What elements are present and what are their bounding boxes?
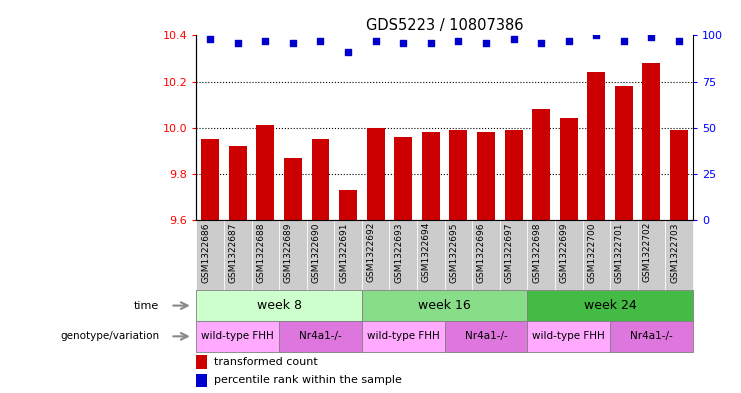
FancyBboxPatch shape — [610, 321, 693, 352]
Text: week 8: week 8 — [256, 299, 302, 312]
Bar — [422, 132, 439, 220]
Point — [287, 40, 299, 46]
Text: wild-type FHH: wild-type FHH — [367, 331, 439, 342]
FancyBboxPatch shape — [445, 220, 472, 290]
FancyBboxPatch shape — [638, 220, 665, 290]
Text: wild-type FHH: wild-type FHH — [202, 331, 274, 342]
Text: transformed count: transformed count — [213, 357, 317, 367]
Bar — [311, 139, 330, 220]
Text: percentile rank within the sample: percentile rank within the sample — [213, 375, 402, 386]
Point — [425, 40, 436, 46]
Point — [645, 34, 657, 40]
FancyBboxPatch shape — [251, 220, 279, 290]
Bar — [196, 355, 207, 369]
FancyBboxPatch shape — [196, 220, 224, 290]
Bar — [559, 118, 578, 220]
FancyBboxPatch shape — [224, 220, 251, 290]
FancyBboxPatch shape — [528, 321, 610, 352]
Bar — [256, 125, 274, 220]
FancyBboxPatch shape — [499, 220, 528, 290]
Text: genotype/variation: genotype/variation — [60, 331, 159, 342]
Point — [673, 38, 685, 44]
Text: GSM1322692: GSM1322692 — [367, 222, 376, 283]
Text: GSM1322694: GSM1322694 — [422, 222, 431, 283]
Text: GSM1322693: GSM1322693 — [394, 222, 403, 283]
Bar — [642, 63, 660, 220]
FancyBboxPatch shape — [665, 220, 693, 290]
FancyBboxPatch shape — [334, 220, 362, 290]
Point — [342, 49, 354, 55]
Bar — [367, 128, 385, 220]
FancyBboxPatch shape — [307, 220, 334, 290]
Text: wild-type FHH: wild-type FHH — [532, 331, 605, 342]
Text: GSM1322697: GSM1322697 — [505, 222, 514, 283]
FancyBboxPatch shape — [472, 220, 499, 290]
Point — [508, 36, 519, 42]
FancyBboxPatch shape — [390, 220, 417, 290]
Text: Nr4a1-/-: Nr4a1-/- — [465, 331, 508, 342]
FancyBboxPatch shape — [196, 290, 362, 321]
Bar — [202, 139, 219, 220]
Point — [563, 38, 575, 44]
Point — [205, 36, 216, 42]
Text: GSM1322698: GSM1322698 — [532, 222, 541, 283]
Text: GSM1322687: GSM1322687 — [229, 222, 238, 283]
Text: time: time — [134, 301, 159, 310]
Text: GSM1322701: GSM1322701 — [615, 222, 624, 283]
Point — [259, 38, 271, 44]
Text: GSM1322691: GSM1322691 — [339, 222, 348, 283]
FancyBboxPatch shape — [445, 321, 528, 352]
FancyBboxPatch shape — [279, 220, 307, 290]
Point — [618, 38, 630, 44]
Point — [397, 40, 409, 46]
FancyBboxPatch shape — [279, 321, 362, 352]
FancyBboxPatch shape — [528, 220, 555, 290]
Bar — [532, 109, 550, 220]
FancyBboxPatch shape — [362, 290, 528, 321]
Text: GSM1322686: GSM1322686 — [201, 222, 210, 283]
Bar — [505, 130, 522, 220]
Text: GSM1322699: GSM1322699 — [559, 222, 569, 283]
Text: week 16: week 16 — [418, 299, 471, 312]
Text: Nr4a1-/-: Nr4a1-/- — [630, 331, 673, 342]
Text: GSM1322688: GSM1322688 — [256, 222, 265, 283]
FancyBboxPatch shape — [555, 220, 582, 290]
Text: week 24: week 24 — [584, 299, 637, 312]
Text: Nr4a1-/-: Nr4a1-/- — [299, 331, 342, 342]
Text: GSM1322702: GSM1322702 — [642, 222, 651, 283]
FancyBboxPatch shape — [528, 290, 693, 321]
Bar — [394, 137, 412, 220]
FancyBboxPatch shape — [417, 220, 445, 290]
Bar — [284, 158, 302, 220]
Text: GSM1322695: GSM1322695 — [449, 222, 459, 283]
Bar — [588, 72, 605, 220]
Bar — [670, 130, 688, 220]
Point — [535, 40, 547, 46]
Bar — [196, 374, 207, 387]
Text: GSM1322696: GSM1322696 — [477, 222, 486, 283]
Point — [314, 38, 326, 44]
FancyBboxPatch shape — [610, 220, 638, 290]
Text: GSM1322703: GSM1322703 — [670, 222, 679, 283]
Point — [591, 32, 602, 39]
Bar — [615, 86, 633, 220]
Bar — [229, 146, 247, 220]
FancyBboxPatch shape — [362, 321, 445, 352]
Bar — [450, 130, 468, 220]
FancyBboxPatch shape — [362, 220, 390, 290]
Point — [232, 40, 244, 46]
FancyBboxPatch shape — [582, 220, 610, 290]
Bar — [477, 132, 495, 220]
Title: GDS5223 / 10807386: GDS5223 / 10807386 — [366, 18, 523, 33]
Text: GSM1322690: GSM1322690 — [311, 222, 320, 283]
Point — [480, 40, 492, 46]
Point — [453, 38, 465, 44]
Bar — [339, 190, 357, 220]
Point — [370, 38, 382, 44]
Text: GSM1322689: GSM1322689 — [284, 222, 293, 283]
FancyBboxPatch shape — [196, 321, 279, 352]
Text: GSM1322700: GSM1322700 — [588, 222, 597, 283]
